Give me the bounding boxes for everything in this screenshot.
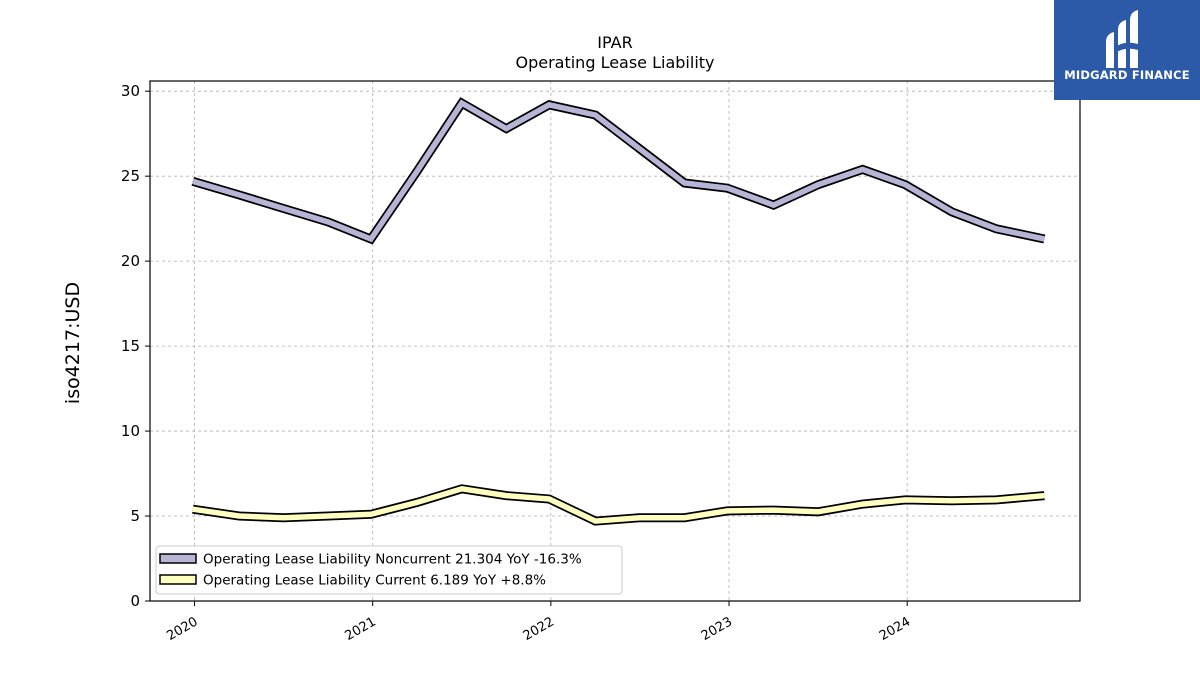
data-point — [684, 517, 685, 518]
data-point — [239, 516, 240, 517]
series-group — [191, 97, 1046, 526]
data-point — [283, 208, 284, 209]
series-line — [192, 485, 1045, 524]
y-tick-label: 0 — [130, 592, 140, 610]
data-point — [549, 499, 550, 500]
brand-mark-icon — [1106, 10, 1138, 68]
chart-subtitle: Operating Lease Liability — [515, 53, 714, 72]
data-point — [639, 148, 640, 149]
data-point — [773, 510, 774, 511]
data-point — [417, 171, 418, 172]
y-tick-label: 15 — [121, 337, 140, 355]
data-point — [727, 510, 728, 511]
y-tick-label: 5 — [130, 507, 140, 525]
data-point — [773, 205, 774, 206]
data-point — [862, 504, 863, 505]
legend-swatch — [159, 553, 197, 564]
data-point — [996, 228, 997, 229]
legend-entry-label: Operating Lease Liability Noncurrent 21.… — [203, 552, 582, 568]
series-line — [192, 99, 1045, 243]
data-point — [370, 514, 371, 515]
data-point — [595, 114, 596, 115]
data-point — [818, 511, 819, 512]
brand-logo: MIDGARD FINANCE — [1054, 0, 1200, 100]
y-axis-label: iso4217:USD — [62, 282, 84, 404]
y-tick-label: 20 — [121, 252, 140, 270]
y-tick-label: 30 — [121, 82, 140, 100]
data-point — [727, 188, 728, 189]
data-point — [684, 182, 685, 183]
x-tick-label: 2023 — [699, 614, 735, 644]
data-point — [905, 184, 906, 185]
chart-title: IPAR — [597, 33, 632, 52]
y-tick-label: 25 — [121, 167, 140, 185]
data-point — [862, 169, 863, 170]
data-point — [370, 239, 371, 240]
x-tick-label: 2020 — [164, 614, 200, 644]
data-point — [192, 509, 193, 510]
x-tick-label: 2024 — [877, 614, 913, 644]
x-tick-label: 2021 — [343, 614, 379, 644]
data-point — [549, 104, 550, 105]
legend-box — [155, 545, 623, 595]
legend-entry-label: Operating Lease Liability Current 6.189 … — [203, 573, 546, 589]
data-point — [239, 194, 240, 195]
data-point — [417, 502, 418, 503]
data-point — [328, 516, 329, 517]
x-tick-label: 2022 — [521, 614, 557, 644]
data-point — [506, 128, 507, 129]
data-point — [996, 499, 997, 500]
plot-frame — [149, 80, 1081, 602]
data-point — [461, 488, 462, 489]
data-point — [1044, 239, 1045, 240]
data-point — [461, 103, 462, 104]
data-point — [951, 211, 952, 212]
legend: Operating Lease Liability Noncurrent 21.… — [155, 545, 623, 595]
data-point — [192, 181, 193, 182]
data-point — [1044, 495, 1045, 496]
data-point — [595, 521, 596, 522]
data-point — [905, 499, 906, 500]
data-point — [283, 517, 284, 518]
data-point — [639, 517, 640, 518]
brand-name: MIDGARD FINANCE — [1064, 68, 1190, 82]
data-point — [951, 500, 952, 501]
data-point — [328, 222, 329, 223]
y-tick-label: 10 — [121, 422, 140, 440]
data-point — [506, 495, 507, 496]
legend-swatch — [159, 574, 197, 585]
data-point — [818, 184, 819, 185]
